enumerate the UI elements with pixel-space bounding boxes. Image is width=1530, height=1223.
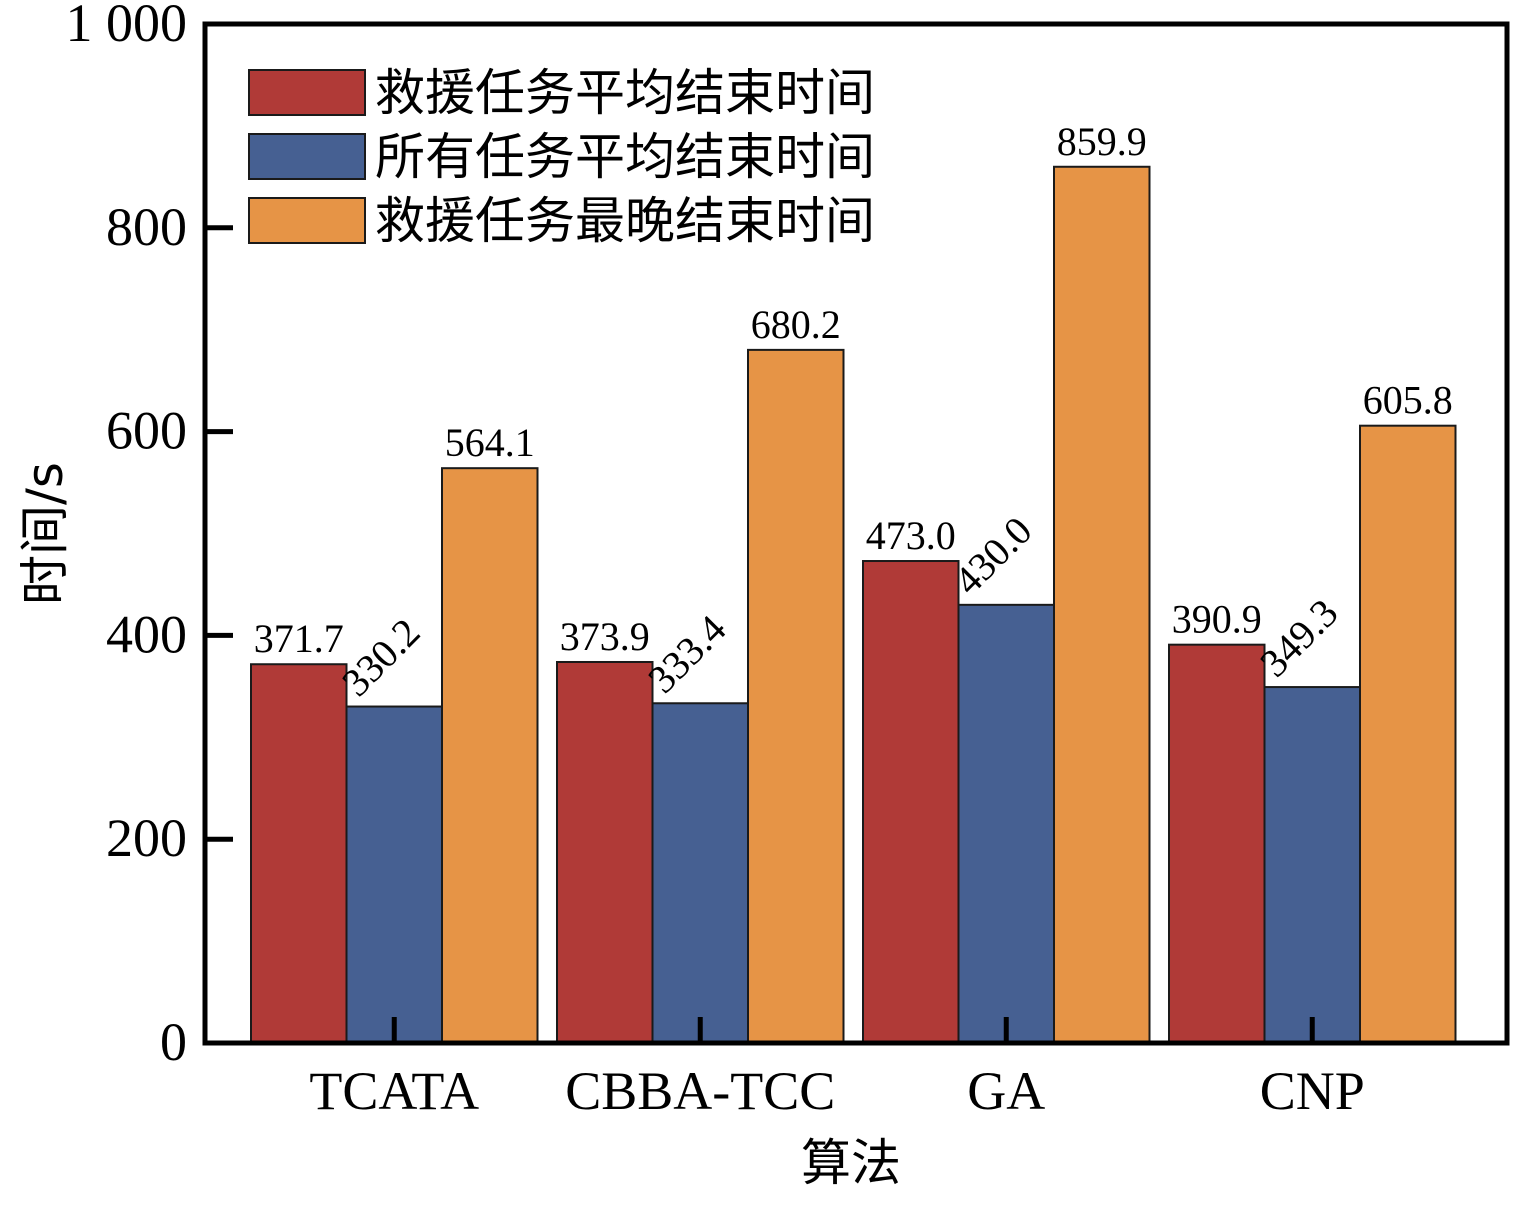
y-tick-label: 1 000 xyxy=(66,0,188,53)
y-tick-label: 400 xyxy=(106,604,187,664)
bar-ga-series-2 xyxy=(957,603,1055,1045)
bar-value-label: 859.9 xyxy=(1057,119,1147,164)
bar-cnp-series-2 xyxy=(1263,686,1361,1044)
bar-tcata-series-1 xyxy=(250,663,348,1044)
y-axis-label: 时间/s xyxy=(16,462,74,605)
bar-value-label: 564.1 xyxy=(445,420,535,465)
y-tick-label: 800 xyxy=(106,197,187,257)
bar-cbba-tcc-series-2 xyxy=(651,702,749,1044)
legend-label: 救援任务平均结束时间 xyxy=(375,64,875,122)
bar-value-label: 373.9 xyxy=(560,614,650,659)
legend-swatch xyxy=(248,133,366,180)
y-tick-label: 0 xyxy=(160,1012,187,1072)
x-axis: TCATA CBBA-TCC GA CNP xyxy=(309,1017,1365,1121)
bars-layer xyxy=(250,165,1457,1045)
x-tick-label: CBBA-TCC xyxy=(565,1061,835,1121)
legend-swatch xyxy=(248,197,366,244)
bar-tcata-series-3 xyxy=(441,467,539,1044)
bar-ga-series-3 xyxy=(1053,165,1151,1044)
bar-value-label: 473.0 xyxy=(866,513,956,558)
bar-value-label: 371.7 xyxy=(254,616,344,661)
bar-cnp-series-3 xyxy=(1359,424,1457,1044)
bar-value-label: 605.8 xyxy=(1363,378,1453,423)
bar-cbba-tcc-series-1 xyxy=(556,660,654,1044)
plot-frame xyxy=(202,21,1510,1046)
y-axis: 0 200 400 600 800 1 000 xyxy=(66,0,233,1072)
x-tick-label: GA xyxy=(967,1061,1045,1121)
y-tick-label: 600 xyxy=(106,401,187,461)
bar-cnp-series-1 xyxy=(1168,643,1266,1044)
bar-ga-series-1 xyxy=(862,560,960,1044)
legend-label: 所有任务平均结束时间 xyxy=(375,128,875,186)
x-axis-label: 算法 xyxy=(801,1134,901,1192)
x-tick-label: TCATA xyxy=(309,1061,479,1121)
bar-cbba-tcc-series-3 xyxy=(747,348,845,1044)
legend-swatch xyxy=(248,69,366,116)
x-tick-label: CNP xyxy=(1260,1061,1365,1121)
bar-tcata-series-2 xyxy=(345,705,443,1044)
legend-label: 救援任务最晚结束时间 xyxy=(375,192,875,250)
bar-value-label: 680.2 xyxy=(751,302,841,347)
bar-value-label: 390.9 xyxy=(1172,597,1262,642)
y-tick-label: 200 xyxy=(106,808,187,868)
